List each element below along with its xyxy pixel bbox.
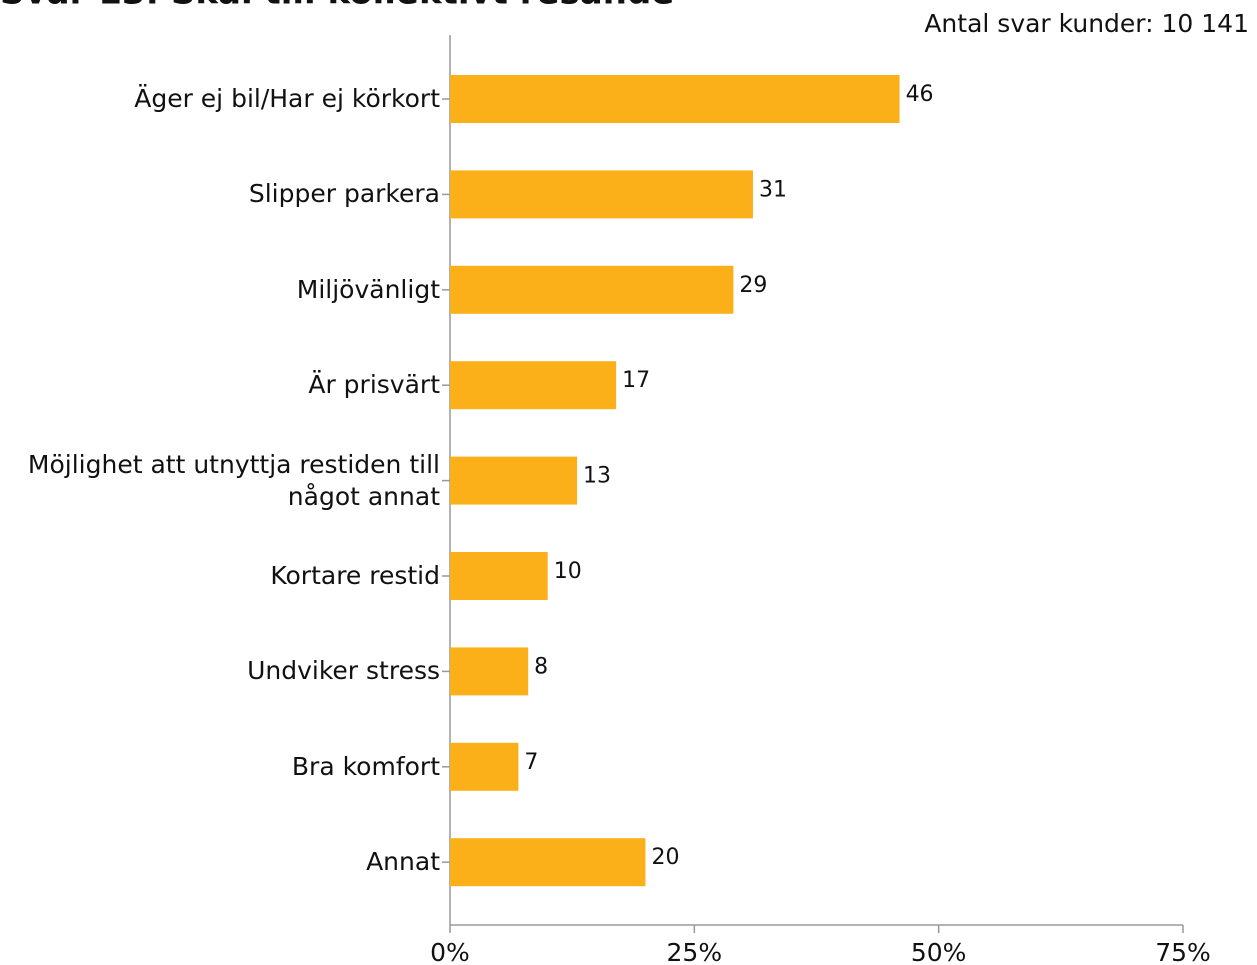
bar — [450, 742, 519, 791]
value-label: 7 — [524, 750, 538, 775]
y-tick-label: Möjlighet att utnyttja restiden till någ… — [27, 449, 440, 511]
bar — [450, 265, 734, 314]
bar — [450, 170, 753, 219]
chart-subtitle: Antal svar kunder: 10 141 — [924, 9, 1249, 38]
y-tick-label: Äger ej bil/Har ej körkort — [134, 84, 440, 113]
value-label: 31 — [759, 177, 787, 202]
bar — [450, 75, 900, 123]
chart-title: Svar 13: Skäl till kollektivt resande — [0, 0, 674, 13]
bar — [450, 647, 529, 696]
y-tick-label: Miljövänligt — [296, 274, 440, 304]
x-tick-label: 0% — [430, 938, 470, 965]
x-tick-label: 50% — [911, 938, 967, 965]
y-tick-label: Slipper parkera — [248, 179, 440, 209]
value-label: 13 — [583, 464, 611, 489]
value-label: 10 — [554, 559, 582, 584]
value-label: 46 — [906, 82, 934, 107]
y-tick-label: Är prisvärt — [308, 370, 440, 400]
value-label: 20 — [651, 845, 679, 870]
y-tick-label: Bra komfort — [291, 751, 440, 781]
bar — [450, 838, 646, 887]
y-tick-label: Undviker stress — [247, 656, 440, 686]
value-label: 17 — [622, 368, 650, 393]
y-tick-label: Annat — [366, 847, 440, 877]
x-tick-label: 25% — [667, 938, 723, 965]
bar — [450, 456, 578, 505]
x-tick-label: 75% — [1155, 938, 1211, 965]
bar — [450, 361, 617, 410]
value-label: 8 — [534, 654, 548, 679]
y-tick-label: Kortare restid — [270, 561, 440, 590]
bar — [450, 552, 548, 600]
value-label: 29 — [739, 273, 767, 298]
